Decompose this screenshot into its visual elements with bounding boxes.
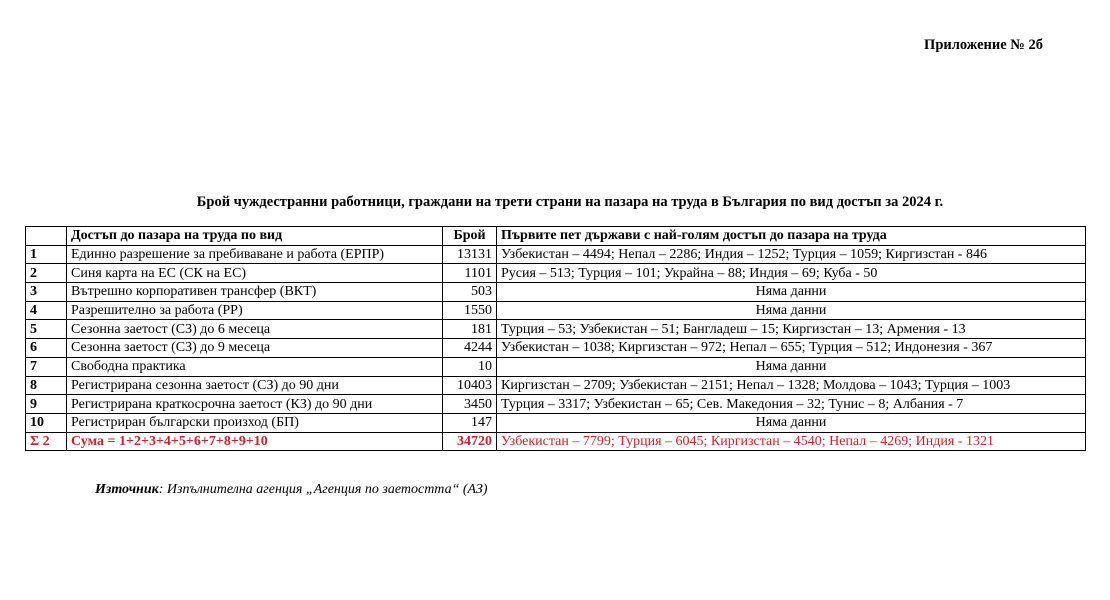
access-type: Регистрирана сезонна заетост (СЗ) до 90 …: [66, 375, 443, 396]
row-number: 5: [25, 319, 67, 340]
row-number: 1: [25, 244, 67, 265]
header-type: Достъп до пазара на труда по вид: [66, 226, 443, 246]
worker-count: 3450: [442, 394, 497, 414]
top-countries: Турция – 3317; Узбекистан – 65; Сев. Мак…: [496, 394, 1086, 414]
table-row: 1 Единно разрешение за пребиваване и рабо…: [25, 244, 1086, 265]
top-countries: Няма данни: [496, 412, 1086, 433]
row-number: 7: [25, 356, 67, 377]
access-type: Регистриран български произход (БП): [66, 412, 443, 433]
row-number: 10: [25, 412, 67, 433]
access-type: Сума = 1+2+3+4+5+6+7+8+9+10: [66, 431, 443, 452]
access-type: Синя карта на ЕС (СК на ЕС): [66, 263, 443, 284]
table-row: 7 Свободна практика 10 Няма данни: [25, 356, 1086, 377]
access-type: Разрешително за работа (РР): [66, 300, 443, 321]
access-type: Единно разрешение за пребиваване и работ…: [66, 244, 443, 265]
top-countries: Русия – 513; Турция – 101; Украйна – 88;…: [496, 263, 1086, 284]
worker-count: 503: [442, 282, 497, 302]
header-count: Брой: [442, 226, 497, 246]
top-countries: Турция – 53; Узбекистан – 51; Бангладеш …: [496, 319, 1086, 340]
table-row: 4 Разрешително за работа (РР) 1550 Няма дан…: [25, 300, 1086, 321]
worker-count: 4244: [442, 338, 497, 358]
row-number: Σ 2: [25, 431, 67, 452]
row-number: 6: [25, 338, 67, 358]
row-number: 8: [25, 375, 67, 396]
worker-count: 1550: [442, 300, 497, 321]
top-countries: Няма данни: [496, 282, 1086, 302]
labor-access-table: Достъп до пазара на труда по вид Брой Пъ…: [25, 226, 1086, 452]
worker-count: 10403: [442, 375, 497, 396]
access-type: Вътрешно корпоративен трансфер (ВКТ): [66, 282, 443, 302]
access-type: Регистрирана краткосрочна заетост (КЗ) д…: [66, 394, 443, 414]
access-type: Свободна практика: [66, 356, 443, 377]
worker-count: 10: [442, 356, 497, 377]
table-row: 8 Регистрирана сезонна заетост (СЗ) до 90…: [25, 375, 1086, 396]
source-label: Източник: [95, 482, 159, 497]
worker-count: 1101: [442, 263, 497, 284]
table-row: 3 Вътрешно корпоративен трансфер (ВКТ) 503…: [25, 282, 1086, 302]
top-countries: Узбекистан – 7799; Турция – 6045; Киргиз…: [496, 431, 1086, 452]
total-row: Σ 2 Сума = 1+2+3+4+5+6+7+8+9+10 34720 Узбек…: [25, 431, 1086, 452]
table-title: Брой чуждестранни работници, граждани на…: [196, 194, 944, 210]
top-countries: Няма данни: [496, 356, 1086, 377]
source-note: Източник: Изпълнителна агенция „Агенция …: [95, 482, 488, 498]
top-countries: Киргизстан – 2709; Узбекистан – 2151; Не…: [496, 375, 1086, 396]
table-header-row: Достъп до пазара на труда по вид Брой Пъ…: [25, 226, 1086, 246]
row-number: 9: [25, 394, 67, 414]
table-row: 5 Сезонна заетост (СЗ) до 6 месеца 181 Турц…: [25, 319, 1086, 340]
top-countries: Узбекистан – 4494; Непал – 2286; Индия –…: [496, 244, 1086, 265]
table-row: 6 Сезонна заетост (СЗ) до 9 месеца 4244 Узб…: [25, 338, 1086, 358]
row-number: 2: [25, 263, 67, 284]
worker-count: 147: [442, 412, 497, 433]
top-countries: Няма данни: [496, 300, 1086, 321]
worker-count: 34720: [442, 431, 497, 452]
header-countries: Първите пет държави с най-голям достъп д…: [496, 226, 1086, 246]
worker-count: 13131: [442, 244, 497, 265]
table-row: 9 Регистрирана краткосрочна заетост (КЗ) …: [25, 394, 1086, 414]
appendix-label: Приложение № 2б: [924, 37, 1043, 53]
top-countries: Узбекистан – 1038; Киргизстан – 972; Неп…: [496, 338, 1086, 358]
worker-count: 181: [442, 319, 497, 340]
table-row: 2 Синя карта на ЕС (СК на ЕС) 1101 Русия – …: [25, 263, 1086, 284]
table-row: 10 Регистриран български произход (БП) 147…: [25, 412, 1086, 433]
access-type: Сезонна заетост (СЗ) до 9 месеца: [66, 338, 443, 358]
access-type: Сезонна заетост (СЗ) до 6 месеца: [66, 319, 443, 340]
row-number: 4: [25, 300, 67, 321]
source-text: : Изпълнителна агенция „Агенция по заето…: [158, 482, 488, 497]
header-num: [25, 226, 67, 246]
row-number: 3: [25, 282, 67, 302]
